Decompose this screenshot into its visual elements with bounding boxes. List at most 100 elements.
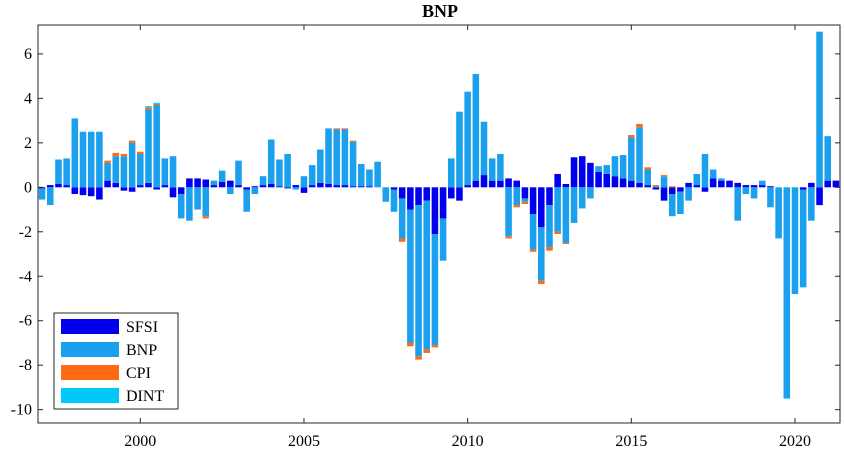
bar-sfsi-25 — [243, 187, 250, 190]
bar-bnp-88 — [758, 180, 766, 186]
bar-cpi-76 — [660, 175, 668, 177]
bar-sfsi-60 — [529, 187, 537, 214]
legend-label-cpi: CPI — [126, 365, 151, 382]
bar-sfsi-72 — [628, 180, 635, 188]
bar-sfsi-93 — [799, 187, 807, 190]
bar-sfsi-32 — [300, 187, 308, 193]
bar-cpi-57 — [505, 236, 512, 239]
bar-bnp-44 — [398, 198, 406, 239]
bar-bnp-53 — [472, 73, 480, 181]
bar-bnp-67 — [587, 187, 594, 199]
legend-label-sfsi: SFSI — [126, 319, 158, 336]
axes-frame — [37, 24, 841, 424]
bar-bnp-82 — [709, 169, 717, 179]
bar-bnp-20 — [202, 187, 210, 217]
plot-border — [37, 24, 841, 424]
bar-cpi-60 — [529, 249, 537, 252]
bar-sfsi-22 — [218, 181, 226, 188]
bar-bnp-31 — [292, 187, 300, 190]
bar-bnp-63 — [554, 187, 561, 232]
bar-sfsi-10 — [120, 187, 128, 191]
bar-bnp-11 — [128, 142, 136, 188]
bar-sfsi-80 — [693, 185, 701, 188]
bar-sfsi-34 — [317, 182, 324, 188]
bar-sfsi-97 — [832, 180, 840, 188]
bar-sfsi-19 — [194, 178, 201, 188]
bar-sfsi-23 — [227, 180, 234, 188]
bar-bnp-17 — [177, 193, 185, 219]
bar-sfsi-89 — [767, 186, 774, 188]
bar-bnp-57 — [505, 187, 512, 237]
bar-sfsi-15 — [161, 185, 169, 188]
bar-sfsi-7 — [96, 187, 103, 200]
bar-cpi-36 — [333, 128, 340, 130]
bar-sfsi-43 — [390, 187, 398, 190]
bar-sfsi-3 — [63, 185, 70, 188]
bar-dint-14 — [153, 102, 160, 104]
bar-sfsi-38 — [349, 186, 357, 188]
bar-bnp-92 — [791, 187, 799, 295]
bar-bnp-62 — [546, 205, 553, 248]
bars-layer — [38, 31, 840, 399]
y-tick-label: -8 — [19, 357, 32, 374]
bar-sfsi-66 — [578, 156, 586, 188]
bar-cpi-14 — [153, 103, 160, 106]
bar-sfsi-44 — [398, 187, 406, 199]
bar-sfsi-20 — [202, 179, 210, 188]
bar-sfsi-86 — [742, 185, 750, 188]
bar-sfsi-46 — [415, 187, 422, 206]
bar-bnp-69 — [603, 165, 611, 174]
bar-bnp-28 — [267, 139, 275, 184]
chart-title: BNP — [422, 1, 458, 21]
bar-sfsi-48 — [431, 187, 439, 234]
bar-sfsi-39 — [357, 186, 365, 188]
bar-cpi-37 — [341, 128, 349, 130]
bar-sfsi-56 — [497, 180, 504, 188]
bar-sfsi-96 — [824, 180, 831, 188]
bar-sfsi-11 — [128, 187, 136, 192]
x-tick-label: 2020 — [779, 433, 811, 450]
bar-sfsi-59 — [521, 187, 529, 199]
bar-cpi-47 — [423, 349, 430, 353]
bar-bnp-35 — [325, 128, 332, 184]
bar-bnp-94 — [808, 187, 815, 221]
bar-bnp-95 — [816, 31, 823, 188]
bar-cpi-64 — [562, 242, 570, 245]
bar-bnp-38 — [349, 141, 357, 187]
legend-label-bnp: BNP — [126, 342, 157, 359]
bar-bnp-73 — [636, 127, 643, 183]
bar-bnp-15 — [161, 158, 169, 186]
bar-bnp-18 — [186, 187, 193, 221]
legend-swatch-sfsi — [61, 319, 119, 334]
bar-sfsi-45 — [407, 187, 414, 210]
bar-sfsi-95 — [816, 187, 823, 206]
bar-sfsi-94 — [808, 182, 815, 188]
bar-bnp-64 — [562, 187, 570, 243]
bar-cpi-13 — [145, 107, 152, 110]
bar-bnp-27 — [259, 176, 267, 186]
bar-sfsi-30 — [284, 187, 291, 189]
legend-swatch-bnp — [61, 342, 119, 357]
bar-cpi-44 — [398, 238, 406, 242]
bar-bnp-10 — [120, 156, 128, 188]
bar-sfsi-5 — [79, 187, 87, 196]
bar-sfsi-75 — [652, 187, 660, 190]
bar-bnp-77 — [668, 193, 676, 217]
bar-sfsi-13 — [145, 182, 152, 188]
bar-sfsi-68 — [595, 171, 602, 188]
y-tick-label: 2 — [24, 135, 32, 152]
bar-sfsi-40 — [366, 186, 373, 188]
bar-cpi-77 — [668, 186, 676, 188]
bar-bnp-90 — [775, 187, 782, 239]
bar-sfsi-57 — [505, 178, 512, 188]
bar-bnp-39 — [357, 163, 365, 187]
bar-sfsi-81 — [701, 187, 709, 192]
legend-swatch-dint — [61, 388, 119, 403]
bar-sfsi-14 — [153, 187, 160, 190]
bar-cpi-74 — [644, 167, 651, 170]
bar-bnp-23 — [227, 187, 234, 194]
legend: SFSI BNP CPI DINT — [53, 312, 179, 410]
bar-bnp-79 — [685, 187, 692, 201]
bar-sfsi-16 — [169, 187, 177, 198]
